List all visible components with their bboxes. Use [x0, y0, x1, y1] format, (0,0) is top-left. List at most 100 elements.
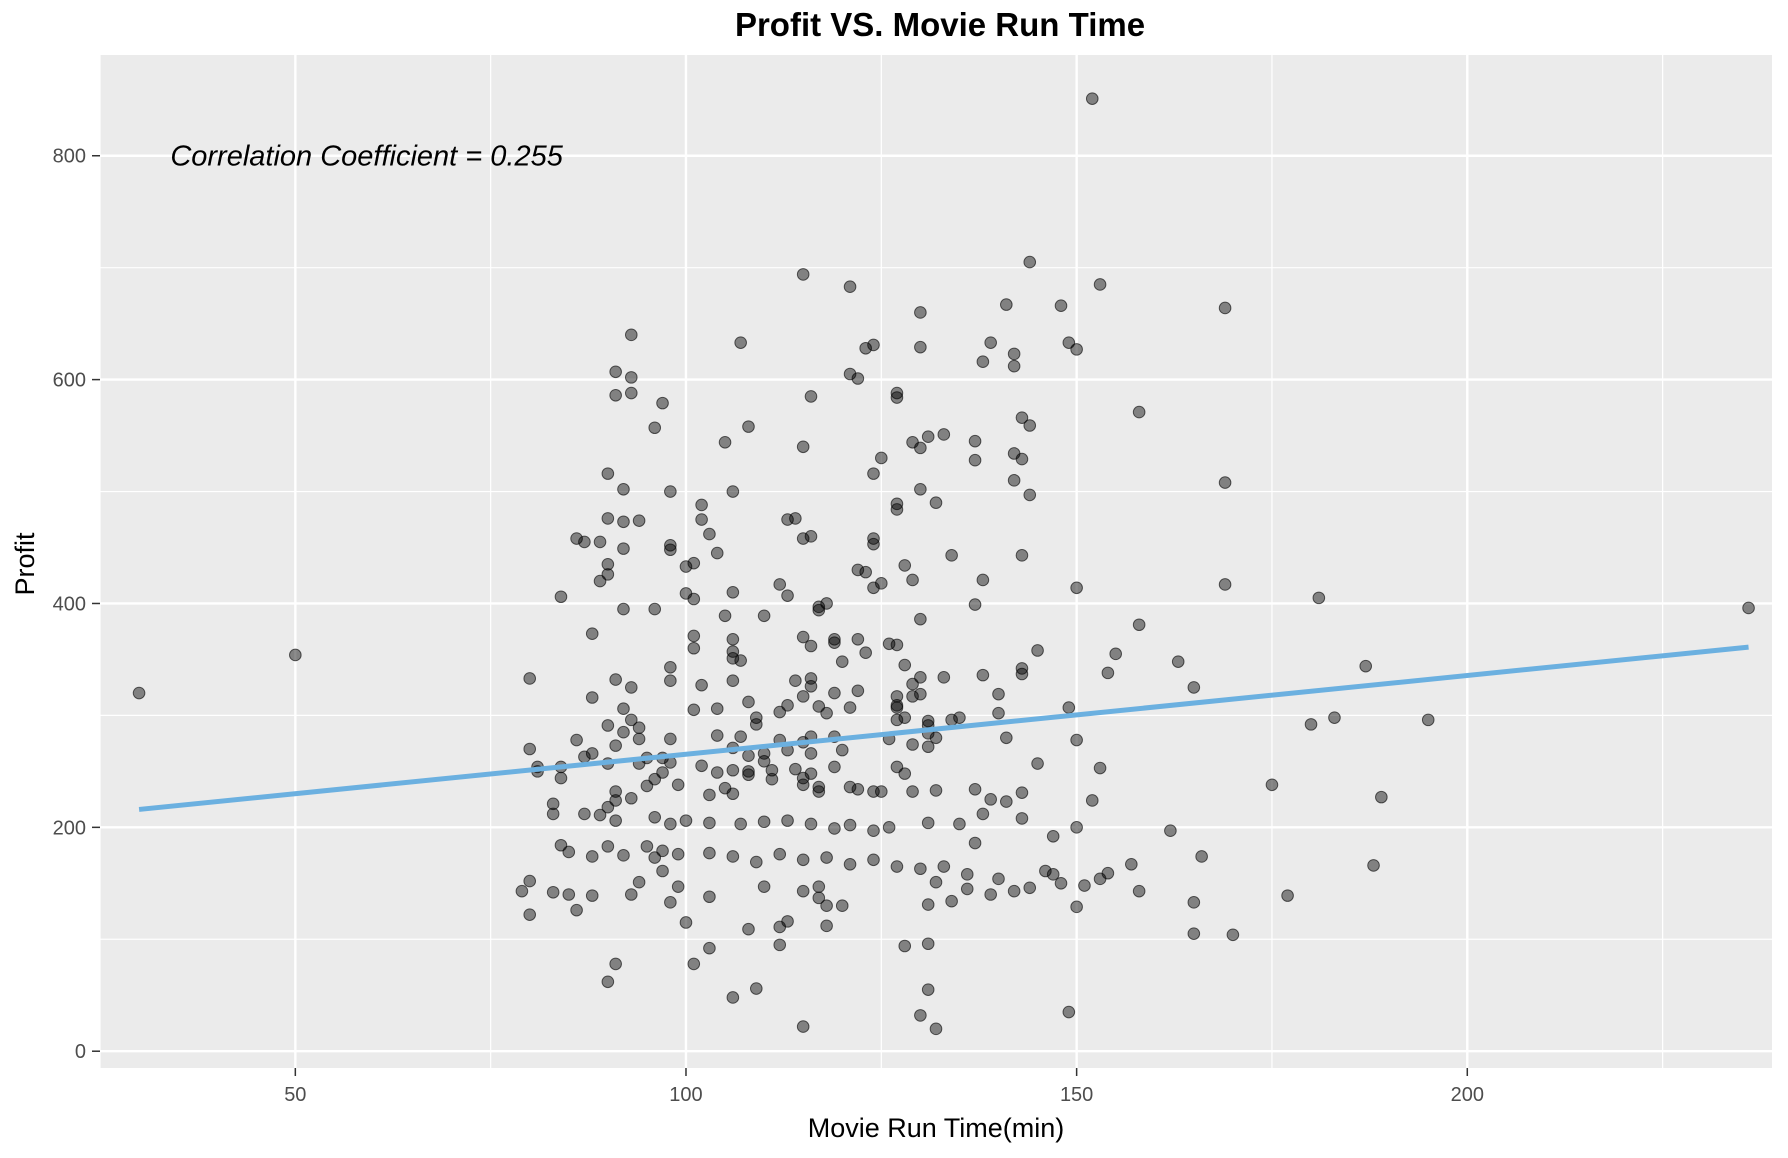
data-point — [1015, 667, 1029, 681]
data-point — [812, 600, 826, 614]
data-point — [648, 421, 662, 435]
x-tick-label: 200 — [1451, 1084, 1484, 1106]
data-point — [906, 738, 919, 751]
data-point — [734, 336, 747, 349]
data-point — [875, 785, 888, 798]
data-point — [828, 760, 841, 774]
y-tick-label: 0 — [75, 1041, 86, 1063]
data-point — [921, 983, 935, 996]
data-point — [1007, 474, 1021, 487]
data-point — [820, 899, 833, 912]
data-point — [953, 817, 966, 831]
data-point — [890, 503, 904, 516]
data-point — [1265, 778, 1279, 792]
data-point — [812, 880, 826, 893]
data-point — [710, 702, 724, 715]
data-point — [992, 687, 1005, 701]
data-point — [796, 778, 810, 792]
data-point — [757, 880, 771, 893]
data-point — [843, 857, 857, 871]
data-point — [1281, 889, 1294, 902]
data-point — [679, 916, 693, 929]
data-point — [695, 759, 708, 773]
major-gridlines — [100, 55, 1772, 1068]
data-point — [1000, 298, 1013, 311]
data-point — [523, 874, 537, 888]
data-point — [742, 922, 755, 936]
data-point — [914, 687, 927, 701]
data-point — [1078, 879, 1091, 892]
chart-title: Profit VS. Movie Run Time — [735, 6, 1145, 43]
data-point — [726, 632, 740, 646]
data-point — [828, 686, 841, 700]
data-point — [1070, 900, 1083, 914]
x-tick-label: 100 — [669, 1084, 702, 1106]
data-point — [601, 840, 615, 853]
data-point — [937, 671, 951, 684]
data-point — [671, 847, 685, 861]
data-point — [703, 788, 716, 802]
data-point — [703, 846, 716, 860]
data-point — [617, 849, 630, 862]
data-point — [1187, 681, 1201, 694]
x-tick-label: 150 — [1060, 1084, 1093, 1106]
data-point — [882, 821, 896, 834]
data-point — [968, 782, 982, 796]
data-point — [984, 888, 997, 901]
data-point — [1070, 733, 1083, 747]
data-point — [1031, 644, 1044, 657]
data-point — [921, 430, 935, 443]
data-point — [726, 585, 740, 599]
data-point — [929, 1022, 943, 1036]
data-point — [632, 514, 646, 527]
data-point — [601, 512, 615, 525]
data-point — [1101, 666, 1115, 680]
data-point — [749, 711, 763, 724]
data-point — [710, 729, 724, 742]
data-point — [703, 527, 716, 541]
data-point — [1218, 301, 1232, 315]
data-point — [820, 851, 833, 864]
data-point — [1195, 850, 1208, 863]
data-point — [624, 328, 638, 342]
data-point — [648, 851, 662, 864]
data-point — [679, 814, 693, 827]
data-point — [695, 498, 708, 512]
data-point — [835, 899, 849, 912]
data-point — [132, 686, 146, 700]
data-point — [789, 512, 802, 525]
data-point — [968, 434, 982, 448]
data-point — [593, 574, 607, 588]
data-point — [796, 630, 810, 644]
data-point — [624, 791, 638, 805]
data-point — [781, 699, 794, 712]
data-point — [859, 341, 872, 355]
data-point — [1171, 655, 1185, 668]
data-point — [867, 537, 880, 551]
data-point — [664, 896, 677, 909]
data-point — [890, 713, 904, 727]
data-point — [703, 890, 716, 904]
data-point — [1000, 731, 1013, 745]
y-tick-label: 600 — [53, 370, 86, 392]
data-point — [992, 706, 1005, 720]
data-point — [1312, 591, 1326, 605]
data-point — [843, 780, 857, 794]
data-point — [781, 814, 794, 827]
data-point — [1328, 711, 1341, 724]
data-point — [624, 386, 638, 400]
data-point — [664, 674, 677, 688]
data-point — [796, 771, 810, 785]
data-point — [1023, 419, 1037, 432]
data-point — [960, 882, 974, 896]
data-point — [1367, 859, 1380, 872]
data-point — [632, 732, 646, 746]
data-point — [726, 850, 740, 863]
data-point — [796, 532, 810, 545]
data-point — [937, 860, 951, 873]
data-point — [734, 730, 747, 743]
data-point — [578, 750, 591, 764]
data-point — [804, 390, 818, 403]
data-point — [757, 609, 771, 623]
data-point — [624, 371, 638, 384]
